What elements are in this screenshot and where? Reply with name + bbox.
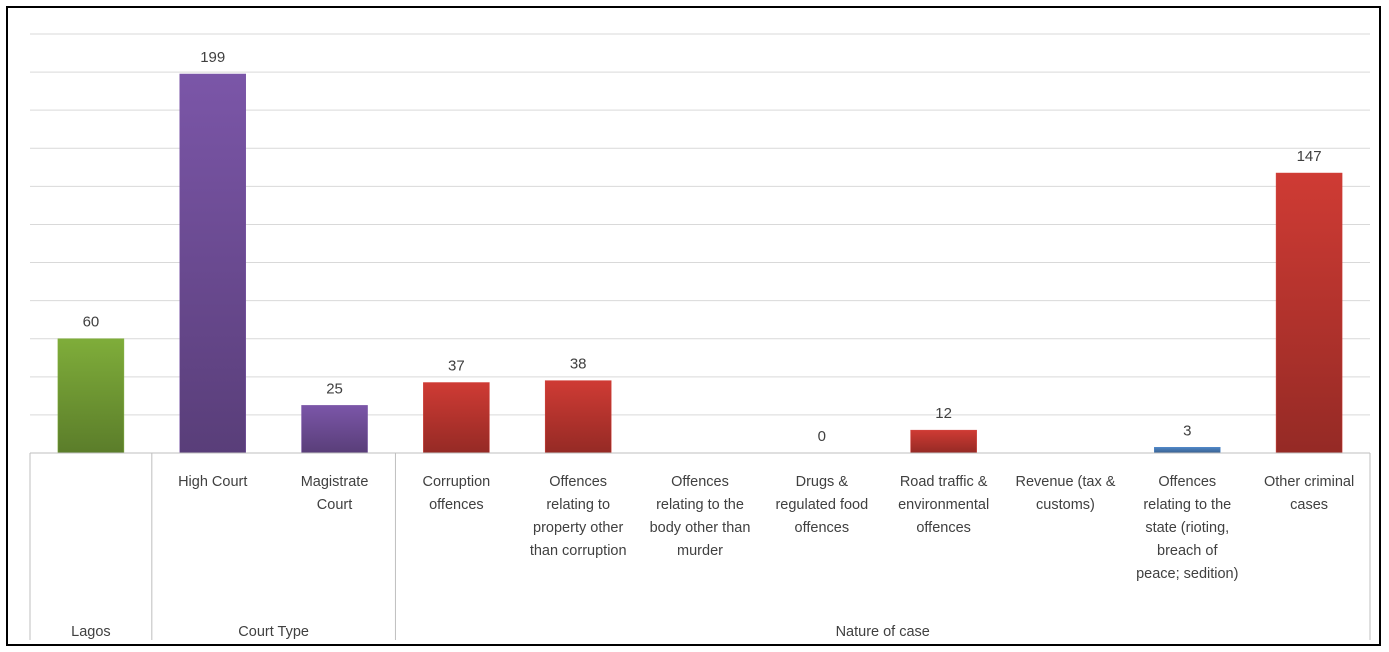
value-label-2: 25 bbox=[326, 380, 343, 397]
category-label-3: Corruption offences bbox=[423, 474, 491, 513]
category-label-2: Magistrate Court bbox=[301, 474, 369, 513]
bar-2 bbox=[301, 405, 368, 454]
category-label-8: Revenue (tax & customs) bbox=[1015, 474, 1115, 513]
value-label-1: 199 bbox=[200, 49, 225, 66]
category-label-7: Road traffic & environmental offences bbox=[898, 474, 989, 536]
bars bbox=[57, 73, 1343, 454]
bar-3 bbox=[423, 382, 490, 454]
category-label-5: Offences relating to the body other than mu… bbox=[650, 474, 751, 559]
value-label-9: 3 bbox=[1183, 422, 1191, 439]
group-label-0: Lagos bbox=[71, 624, 111, 640]
bar-0 bbox=[57, 338, 125, 454]
bar-7 bbox=[910, 429, 977, 454]
value-label-10: 147 bbox=[1297, 148, 1322, 165]
bar-4 bbox=[544, 380, 612, 454]
bar-9 bbox=[1154, 447, 1221, 454]
category-label-6: Drugs & regulated food offences bbox=[775, 474, 868, 536]
chart-frame bbox=[6, 6, 1381, 646]
value-labels: 60 199 25 37 38 0 12 3 147 bbox=[83, 49, 1322, 445]
group-label-1: Court Type bbox=[238, 624, 309, 640]
category-label-10: Other criminal cases bbox=[1264, 474, 1354, 513]
group-label-2: Nature of case bbox=[836, 624, 930, 640]
category-label-9: Offences relating to the state (rioting, br… bbox=[1136, 474, 1238, 582]
category-label-4: Offences relating to property other than co… bbox=[530, 474, 627, 559]
bar-10 bbox=[1275, 172, 1343, 454]
value-label-4: 38 bbox=[570, 356, 587, 373]
value-label-0: 60 bbox=[83, 314, 100, 331]
bar-1 bbox=[179, 73, 246, 454]
category-label-1: High Court bbox=[178, 474, 247, 490]
value-label-6: 0 bbox=[818, 428, 826, 445]
category-axis: High Court Magistrate Court Corruption offen… bbox=[29, 452, 1371, 640]
gridlines bbox=[30, 33, 1370, 416]
value-label-3: 37 bbox=[448, 358, 465, 375]
value-label-7: 12 bbox=[935, 405, 952, 422]
